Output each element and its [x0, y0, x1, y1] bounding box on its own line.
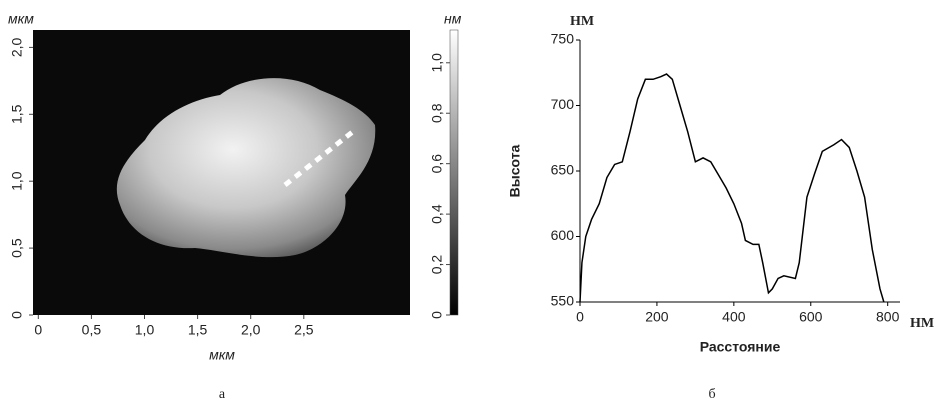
y-tick-label: 650 — [551, 162, 575, 178]
colorbar-tick-label: 0,4 — [429, 204, 445, 224]
colorbar-label: нм — [444, 11, 462, 27]
colorbar-tick-label: 0 — [429, 311, 445, 319]
y-tick-label: 700 — [551, 96, 575, 112]
profile-line — [579, 73, 885, 303]
x-tick-label: 0 — [34, 322, 42, 338]
y-tick-label: 600 — [551, 227, 575, 243]
y-tick-label: 750 — [551, 31, 575, 47]
colorbar-tick-label: 0,6 — [429, 154, 445, 174]
caption: б — [708, 387, 715, 402]
x-tick-label: 1,5 — [188, 322, 208, 338]
caption: а — [219, 387, 226, 402]
y-unit: НМ — [570, 14, 594, 29]
particle — [116, 78, 376, 258]
y-tick-label: 550 — [551, 293, 575, 309]
x-tick-label: 400 — [722, 309, 746, 325]
x-tick-label: 0,5 — [82, 322, 102, 338]
x-tick-label: 1,0 — [135, 322, 155, 338]
x-axis-label: мкм — [209, 347, 235, 363]
x-tick-label: 2,5 — [294, 322, 314, 338]
x-tick-label: 600 — [799, 309, 823, 325]
y-tick-label: 1,0 — [9, 171, 25, 191]
y-tick-label: 2,0 — [9, 37, 25, 57]
y-axis-label: мкм — [8, 11, 34, 27]
colorbar-tick-label: 1,0 — [429, 53, 445, 73]
x-unit: НМ — [910, 316, 934, 331]
y-tick-label: 0 — [9, 311, 25, 319]
y-tick-label: 0,5 — [9, 238, 25, 258]
y-axis-label: Высота — [507, 144, 523, 197]
x-tick-label: 0 — [576, 309, 584, 325]
colorbar-tick-label: 0,8 — [429, 103, 445, 123]
colorbar-tick-label: 0,2 — [429, 255, 445, 275]
x-tick-label: 800 — [876, 309, 900, 325]
x-tick-label: 2,0 — [241, 322, 261, 338]
x-axis-label: Расстояние — [700, 339, 781, 355]
profile-line — [283, 128, 357, 187]
colorbar — [449, 29, 459, 316]
x-tick-label: 200 — [645, 309, 669, 325]
y-tick-label: 1,5 — [9, 104, 25, 124]
